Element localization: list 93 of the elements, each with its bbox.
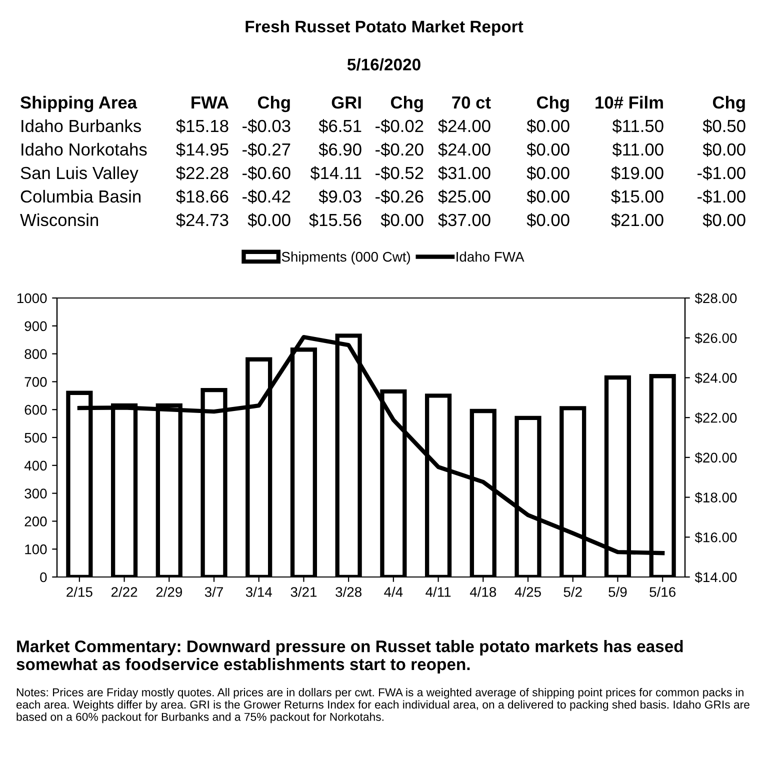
text: -$1.00 <box>698 190 746 204</box>
text: -$0.42 <box>242 190 290 204</box>
x-tick-label: 3/21 <box>290 586 317 597</box>
text: 70 ct <box>452 96 491 109</box>
x-tick-label: 2/15 <box>66 586 92 597</box>
text: $0.00 <box>526 190 570 204</box>
legend-label: Shipments (000 Cwt) <box>282 252 410 264</box>
y-tick-label: 600 <box>24 404 47 415</box>
text: Chg <box>390 96 423 112</box>
text: $15.00 <box>611 190 664 204</box>
text: Wisconsin <box>20 213 98 226</box>
text: $9.03 <box>318 190 362 204</box>
text: Chg <box>712 96 745 112</box>
text: $21.00 <box>611 213 664 228</box>
text: $25.00 <box>438 190 490 204</box>
text: $11.00 <box>612 142 664 157</box>
text: FWA <box>192 96 229 108</box>
text: San Luis Valley <box>20 166 138 183</box>
text: $0.00 <box>702 142 746 157</box>
text: -$0.52 <box>376 166 424 180</box>
text: Idaho Norkotahs <box>22 142 147 156</box>
text: -$0.02 <box>376 119 424 134</box>
x-tick-label: 2/22 <box>111 586 138 597</box>
text: $0.00 <box>380 213 424 228</box>
text: $15.56 <box>309 213 362 228</box>
y-tick-label: 700 <box>24 377 47 387</box>
text: -$0.27 <box>242 142 290 157</box>
text: $22.28 <box>176 166 228 180</box>
x-tick-label: 5/16 <box>650 586 676 597</box>
text: Shipping Area <box>20 96 138 112</box>
y-tick-label: 100 <box>25 544 47 554</box>
text: Idaho Burbanks <box>22 119 141 132</box>
text: Market Commentary: Downward pressure on Russet table potato markets has eased somewhat as foodservice establishments start to reopen. <box>16 640 683 674</box>
y-tick-label: 800 <box>24 349 47 359</box>
x-tick-label: 4/11 <box>426 586 451 597</box>
text: -$0.26 <box>376 190 424 204</box>
y-tick-label: 200 <box>24 516 47 526</box>
text: GRI <box>332 96 361 109</box>
y2-tick-label: $24.00 <box>694 372 737 384</box>
text: $0.50 <box>702 119 746 134</box>
y2-tick-label: $16.00 <box>694 532 737 544</box>
x-tick-label: 4/18 <box>470 586 496 597</box>
x-tick-label: 5/2 <box>564 586 582 597</box>
y2-tick-label: $22.00 <box>694 412 737 424</box>
text: $19.00 <box>611 166 664 180</box>
text: $14.95 <box>176 142 228 157</box>
x-tick-label: 3/7 <box>204 586 223 597</box>
text: $14.11 <box>310 166 362 180</box>
y-tick-label: 1000 <box>17 293 47 304</box>
x-tick-label: 5/9 <box>608 586 627 597</box>
y-tick-label: 300 <box>24 488 47 498</box>
y2-tick-label: $14.00 <box>694 572 737 583</box>
x-tick-label: 3/28 <box>336 586 362 597</box>
text: Notes: Prices are Friday mostly quotes. All prices are in dollars per cwt. FWA is a weighted average of shipping point prices for common packs in each area. Weights differ by area. GRI is the Grower Returns Index for each individual area, on a delivered to packing shed basis. Idaho GRIs are based on a 60% packout for Burbanks and a 75% packout for Norkotahs. <box>16 688 750 724</box>
text: -$1.00 <box>698 166 746 180</box>
x-tick-label: 4/25 <box>514 586 541 597</box>
x-tick-label: 4/4 <box>384 586 403 597</box>
text: -$0.20 <box>376 142 424 157</box>
y2-tick-label: $26.00 <box>694 332 737 344</box>
x-tick-label: 2/29 <box>156 586 182 597</box>
text: Columbia Basin <box>20 190 140 203</box>
text: Fresh Russet Potato Market Report <box>246 20 524 36</box>
y-tick-label: 500 <box>24 432 47 443</box>
text: $0.00 <box>526 142 570 157</box>
y-tick-label: 0 <box>40 572 47 582</box>
text: -$0.60 <box>242 166 290 180</box>
text: $24.73 <box>176 213 228 228</box>
text: Chg <box>536 96 569 112</box>
y2-tick-label: $20.00 <box>694 452 737 464</box>
legend-label: Idaho FWA <box>456 252 524 262</box>
text: -$0.03 <box>242 119 290 134</box>
text: $0.00 <box>526 166 570 180</box>
x-tick-label: 3/14 <box>246 586 272 597</box>
text: $6.90 <box>318 142 362 157</box>
text: $37.00 <box>438 213 490 228</box>
text: $24.00 <box>438 142 490 157</box>
text: $6.51 <box>318 119 362 134</box>
y-tick-label: 400 <box>24 460 47 471</box>
text: $18.66 <box>176 190 228 204</box>
text: $11.50 <box>612 119 664 134</box>
text: $31.00 <box>438 166 490 180</box>
text: 5/16/2020 <box>347 58 420 71</box>
text: Chg <box>258 96 290 112</box>
y2-tick-label: $28.00 <box>694 292 737 304</box>
text: $0.00 <box>526 119 570 134</box>
text: 10# Film <box>596 96 663 109</box>
text: $0.00 <box>702 213 746 228</box>
y2-tick-label: $18.00 <box>694 492 737 504</box>
text: $24.00 <box>438 119 490 134</box>
y-tick-label: 900 <box>24 321 47 332</box>
text: $0.00 <box>526 213 570 228</box>
text: $0.00 <box>248 213 290 228</box>
text: $15.18 <box>176 119 228 134</box>
